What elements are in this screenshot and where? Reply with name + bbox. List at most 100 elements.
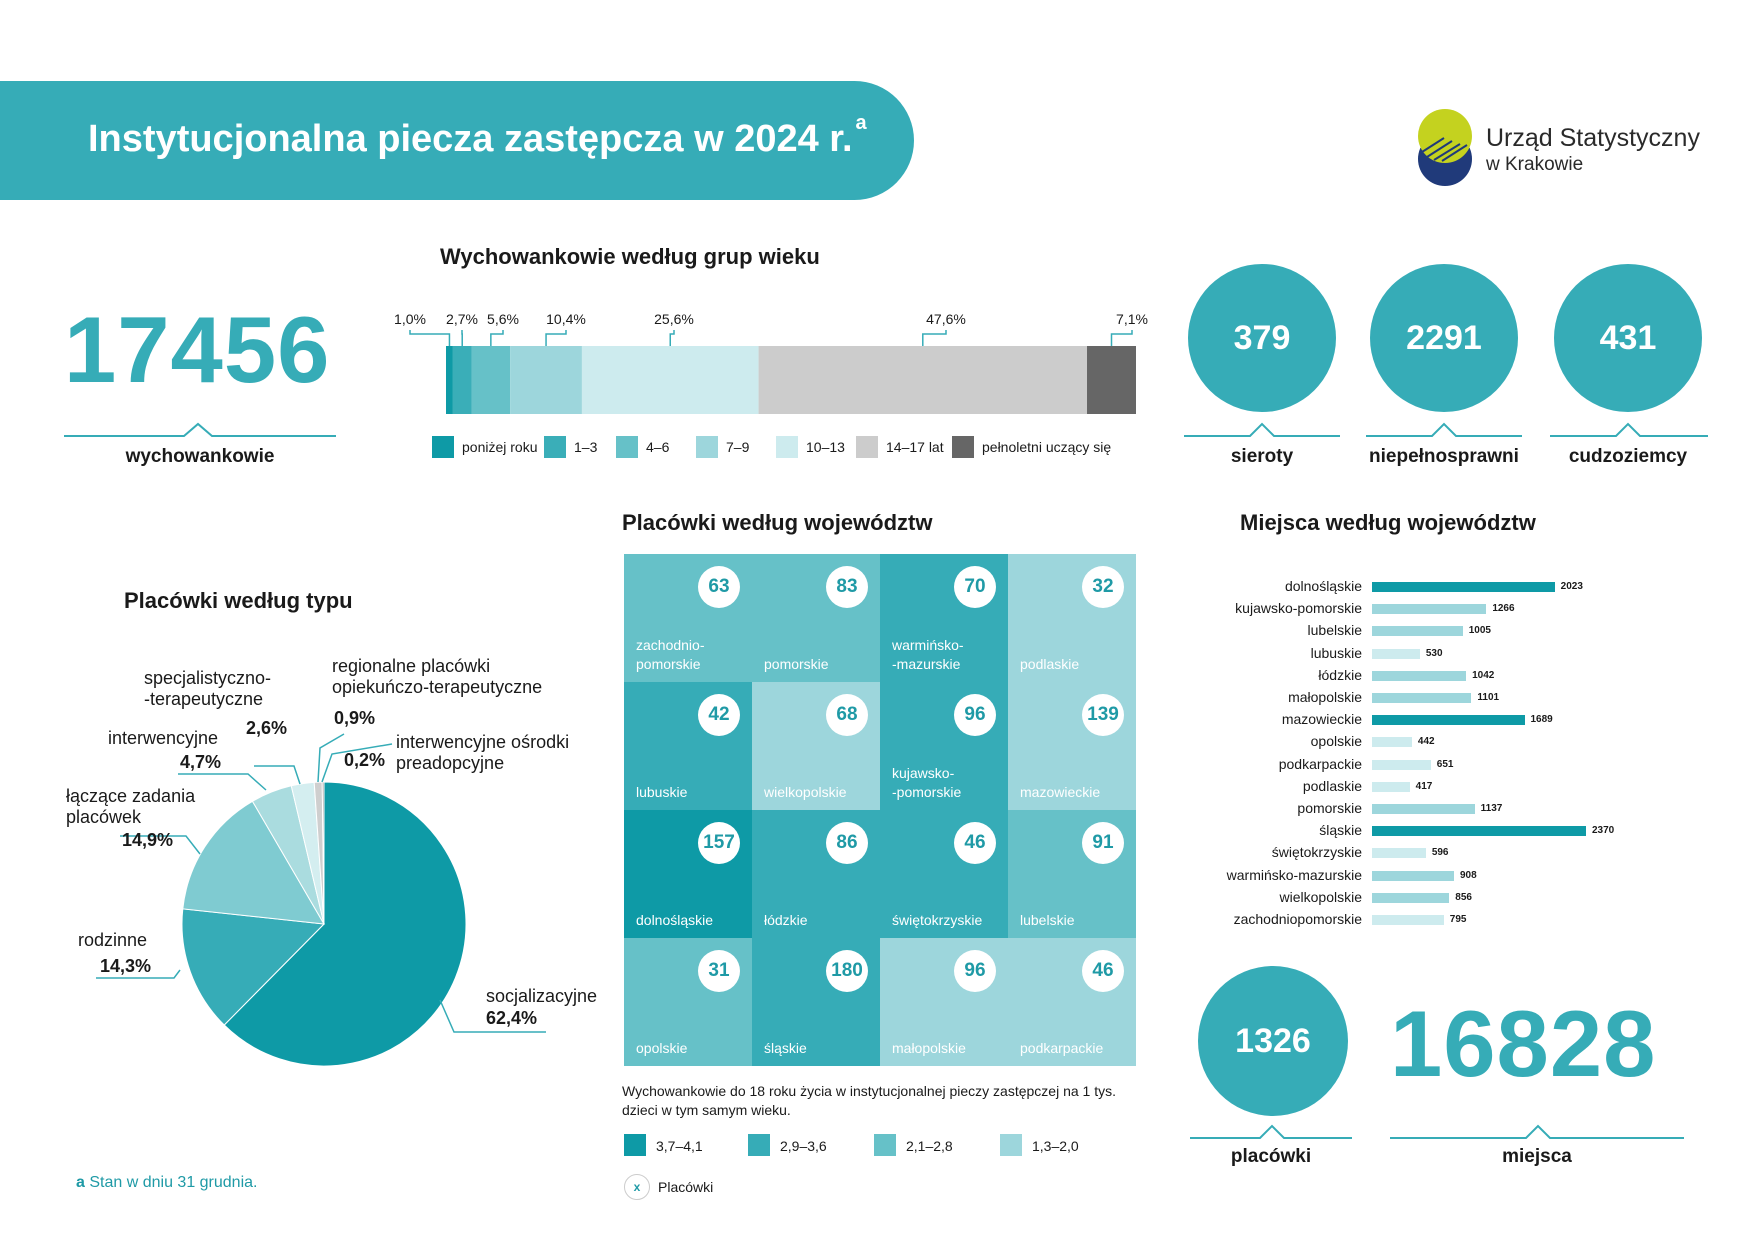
bar-value-label: 856	[1455, 891, 1472, 903]
bar	[1372, 781, 1410, 792]
tile-count-badge: 63	[698, 566, 740, 608]
kpi-placowki-value: 1326	[1235, 1021, 1311, 1060]
age-pct-label: 25,6%	[654, 311, 694, 327]
tile-region-name: mazowieckie	[1020, 784, 1101, 800]
footnote: a Stan w dniu 31 grudnia.	[76, 1174, 257, 1192]
bar-category-label: dolnośląskie	[1284, 578, 1362, 594]
kpi-cudzoziemcy-circle: 431	[1554, 264, 1702, 412]
pie-category-label: specjalistyczno- -terapeutyczne	[144, 668, 272, 709]
bar	[1372, 648, 1420, 659]
bar	[1372, 848, 1426, 859]
tile-count-badge: 86	[826, 822, 868, 864]
map-tile: 46 świętokrzyskie	[880, 810, 1008, 938]
logo-city: w Krakowie	[1486, 154, 1584, 175]
tile-count-badge: 70	[954, 566, 996, 608]
pie-percent-label: 2,6%	[246, 718, 288, 738]
bar-category-label: pomorskie	[1297, 800, 1362, 816]
kpi-miejsca-label: miejsca	[1502, 1146, 1572, 1167]
pie-leader-line	[317, 733, 345, 783]
pie-leader-line	[96, 969, 181, 979]
age-legend-swatch	[952, 436, 974, 458]
kpi-miejsca-value: 16828	[1390, 991, 1657, 1096]
bar-value-label: 2370	[1592, 825, 1615, 837]
bar-category-label: lubelskie	[1307, 622, 1362, 639]
kpi-niepelnosprawni-circle: 2291	[1370, 264, 1518, 412]
tile-region-name: małopolskie	[892, 1040, 966, 1056]
age-legend-swatch	[432, 436, 454, 458]
bar-value-label: 908	[1459, 869, 1477, 881]
map-tile: 96 małopolskie	[880, 938, 1008, 1066]
map-legend-swatch	[624, 1134, 646, 1156]
bar-value-label: 1101	[1477, 692, 1500, 703]
age-bar-segment	[1087, 346, 1136, 414]
age-pct-label: 10,4%	[546, 311, 586, 327]
map-tile: 139 mazowieckie	[1008, 682, 1136, 810]
bar	[1372, 604, 1487, 615]
kpi-placowki-label: placówki	[1230, 1146, 1312, 1167]
bar-category-label: świętokrzyskie	[1271, 844, 1362, 861]
bars-title: Miejsca według województw	[1240, 510, 1536, 535]
kpi-sieroty-value: 379	[1233, 318, 1291, 357]
page-title-text: Instytucjonalna piecza zastępcza w 2024 …	[88, 118, 853, 160]
map-tile: 68 wielkopolskie	[752, 682, 880, 810]
tile-count-badge: 46	[954, 822, 996, 864]
logo-icon	[1418, 109, 1472, 186]
bar	[1372, 915, 1444, 925]
age-label-leader	[1110, 330, 1133, 346]
bar-category-label: lubuskie	[1310, 644, 1362, 661]
bar-category-label: kujawsko-pomorskie	[1235, 600, 1362, 617]
kpi-wychowankowie-value: 17456	[64, 297, 331, 402]
map-tile: 91 lubelskie	[1008, 810, 1136, 938]
bar-category-label: podlaskie	[1302, 777, 1362, 794]
tile-count-badge: 96	[954, 694, 996, 736]
footnote-text: Stan w dniu 31 grudnia.	[89, 1174, 258, 1191]
age-pct-label: 47,6%	[926, 311, 966, 327]
tile-count-badge: 139	[1082, 694, 1124, 736]
bar-value-label: 1137	[1480, 803, 1503, 814]
tile-region-name: łódzkie	[764, 912, 808, 928]
pie-slice	[223, 781, 467, 1067]
pie-percent-label: 0,2%	[344, 750, 386, 770]
map-legend-label: 2,1–2,8	[906, 1138, 953, 1154]
tile-region-name: lubelskie	[1020, 912, 1075, 928]
map-tile: 96 kujawsko- -pomorskie	[880, 682, 1008, 810]
kpi-sieroty-circle: 379	[1188, 264, 1336, 412]
bar-category-label: zachodniopomorskie	[1233, 911, 1362, 927]
age-legend-label: pełnoletni uczący się	[982, 439, 1111, 455]
pie-percent-label: 14,3%	[100, 956, 152, 976]
kpi-sieroty-label: sieroty	[1230, 446, 1294, 467]
pie-leader-line	[254, 765, 301, 785]
tile-region-name: pomorskie	[764, 656, 829, 672]
age-bar-segment	[452, 346, 472, 414]
age-legend-label: 1–3	[574, 439, 598, 455]
marker-legend-icon: x	[624, 1174, 650, 1200]
map-tile: 83 pomorskie	[752, 554, 880, 682]
tile-region-name: świętokrzyskie	[892, 912, 983, 928]
pie-percent-label: 4,7%	[180, 752, 222, 772]
bar	[1372, 737, 1412, 748]
pie-leader-line	[439, 999, 546, 1033]
tile-region-name: zachodnio- pomorskie	[636, 637, 705, 672]
age-legend-swatch	[616, 436, 638, 458]
pie-slice	[181, 908, 326, 1026]
map-note: Wychowankowie do 18 roku życia w instytu…	[622, 1083, 1116, 1118]
tile-region-name: kujawsko- -pomorskie	[892, 765, 962, 800]
kpi-cudzoziemcy-value: 431	[1599, 318, 1657, 357]
kpi-cudzoziemcy-label: cudzoziemcy	[1568, 446, 1688, 467]
pie-slice	[182, 800, 325, 925]
map-tile: 31 opolskie	[624, 938, 752, 1066]
map-tile: 157 dolnośląskie	[624, 810, 752, 938]
age-legend-swatch	[856, 436, 878, 458]
bar-value-label: 1005	[1468, 625, 1491, 637]
tile-count-badge: 31	[698, 950, 740, 992]
title-banner	[0, 81, 914, 200]
bar-value-label: 442	[1417, 736, 1435, 748]
bar-category-label: mazowieckie	[1281, 711, 1362, 728]
age-bar-segment	[510, 346, 582, 414]
tile-count-badge: 32	[1082, 566, 1124, 608]
kpi-niepelnosprawni-value: 2291	[1406, 318, 1482, 357]
map-tile: 86 łódzkie	[752, 810, 880, 938]
age-bar-segment	[581, 346, 759, 414]
logo-name: Urząd Statystyczny	[1486, 124, 1700, 152]
marker-legend-label: Placówki	[658, 1179, 714, 1195]
